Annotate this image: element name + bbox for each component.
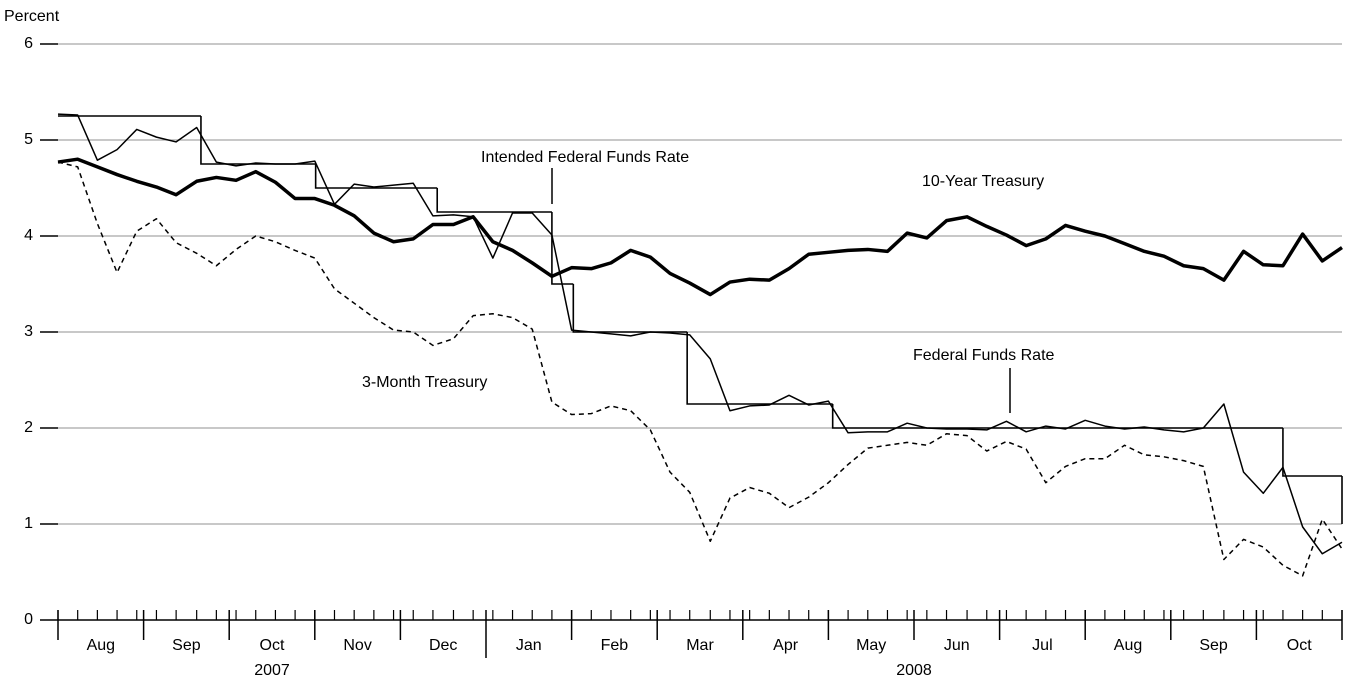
- series-line: [57, 157, 1343, 297]
- x-tick-label: Nov: [343, 637, 371, 654]
- y-tick-label: 2: [24, 419, 33, 436]
- y-tick-label: 3: [24, 323, 33, 340]
- step-segment: [200, 116, 316, 165]
- annotation: 10-Year Treasury: [922, 173, 1044, 190]
- x-tick-label: May: [856, 637, 886, 654]
- y-tick-label: 1: [24, 515, 33, 532]
- annotation: Federal Funds Rate: [913, 347, 1055, 364]
- y-tick-label: 0: [24, 611, 33, 628]
- step-segment: [551, 212, 574, 285]
- step-segment: [436, 188, 552, 213]
- y-tick-label: 6: [24, 35, 33, 52]
- x-tick-label: Oct: [260, 637, 285, 654]
- x-tick-label: Oct: [1287, 637, 1312, 654]
- x-tick-label: Mar: [686, 637, 714, 654]
- y-tick-label: 4: [24, 227, 33, 244]
- annotation: 3-Month Treasury: [362, 374, 487, 391]
- x-tick-label: Sep: [1199, 637, 1228, 654]
- y-tick-label: 5: [24, 131, 33, 148]
- x-tick-label: Feb: [601, 637, 629, 654]
- x-tick-label: Apr: [773, 637, 799, 654]
- x-tick-label: Dec: [429, 637, 457, 654]
- x-tick-label: Sep: [172, 637, 201, 654]
- step-segment: [314, 164, 438, 189]
- x-tick-label: Jul: [1032, 637, 1052, 654]
- step-segment: [686, 332, 833, 405]
- x-tick-label: Aug: [1114, 637, 1142, 654]
- step-segment: [831, 404, 1283, 429]
- year-label: 2007: [254, 662, 290, 679]
- step-segment: [572, 284, 688, 333]
- series-line: [57, 161, 1343, 577]
- annotation: Intended Federal Funds Rate: [481, 149, 689, 166]
- y-axis-label: Percent: [4, 8, 60, 25]
- x-tick-label: Jan: [516, 637, 542, 654]
- year-label: 2008: [896, 662, 932, 679]
- series-line: [57, 113, 1343, 555]
- x-tick-label: Jun: [944, 637, 970, 654]
- step-segment: [1282, 428, 1342, 477]
- x-tick-label: Aug: [87, 637, 115, 654]
